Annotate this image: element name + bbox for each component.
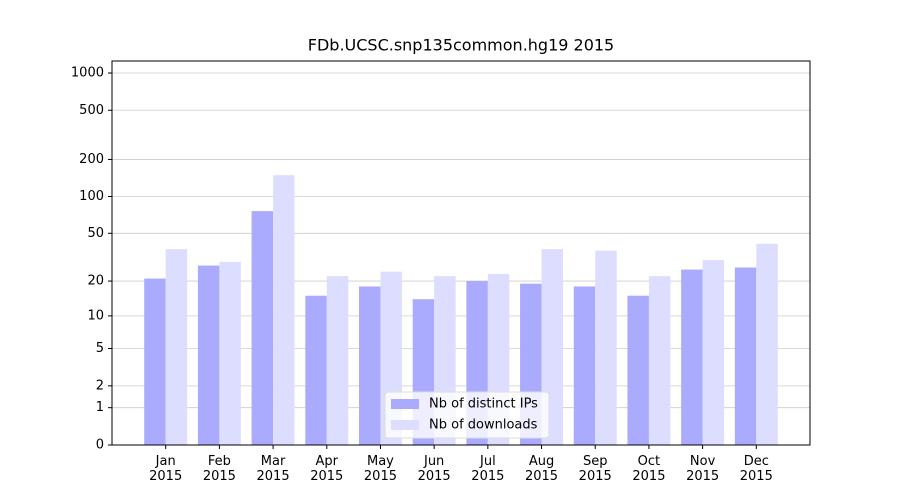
- legend-box: [384, 391, 550, 439]
- bar: [648, 276, 671, 445]
- x-tick-label: Jun 2015: [417, 454, 451, 484]
- bar: [305, 295, 327, 445]
- legend-swatch: [391, 420, 419, 430]
- x-tick-label: Dec 2015: [739, 454, 773, 484]
- legend-label: Nb of downloads: [429, 418, 538, 433]
- legend: Nb of distinct IPs Nb of downloads: [384, 391, 550, 439]
- x-tick-label: Apr 2015: [310, 454, 344, 484]
- legend-label: Nb of distinct IPs: [429, 397, 538, 412]
- y-tick-label: 2: [96, 378, 104, 393]
- bar: [595, 250, 617, 445]
- legend-swatch: [391, 399, 419, 409]
- bar: [681, 269, 703, 445]
- bar: [627, 295, 649, 445]
- x-tick-label: Mar 2015: [256, 454, 290, 484]
- bar: [756, 243, 778, 445]
- chart-title: FDb.UCSC.snp135common.hg19 2015: [308, 36, 614, 55]
- x-tick-label: Aug 2015: [524, 454, 559, 484]
- bar: [734, 267, 757, 445]
- x-tick-label: Feb 2015: [202, 454, 236, 484]
- bar: [326, 276, 349, 445]
- bar: [273, 175, 295, 445]
- x-tick-label: Jan 2015: [149, 454, 183, 484]
- x-tick-label: Sep 2015: [578, 454, 612, 484]
- bar: [165, 249, 188, 445]
- y-tick-label: 1: [96, 400, 104, 415]
- bar: [358, 286, 381, 445]
- bar: [219, 261, 241, 445]
- x-tick-label: Jul 2015: [471, 454, 505, 484]
- y-tick-label: 50: [87, 226, 104, 241]
- x-tick-label: May 2015: [363, 454, 397, 484]
- x-tick-label: Oct 2015: [632, 454, 666, 484]
- y-tick-label: 5: [96, 341, 104, 356]
- y-tick-label: 10: [87, 308, 104, 323]
- y-tick-label: 200: [79, 152, 104, 167]
- y-tick-label: 500: [79, 103, 104, 118]
- y-tick-label: 20: [87, 274, 104, 289]
- y-tick-label: 100: [79, 189, 104, 204]
- plot-frame: [111, 60, 811, 446]
- x-tick-label: Nov 2015: [686, 454, 720, 484]
- bar: [144, 278, 166, 445]
- bar: [251, 211, 274, 445]
- y-tick-label: 0: [96, 438, 104, 453]
- bar: [573, 286, 596, 445]
- y-tick-label: 1000: [71, 66, 104, 81]
- bar: [702, 260, 725, 445]
- bar: [197, 265, 220, 445]
